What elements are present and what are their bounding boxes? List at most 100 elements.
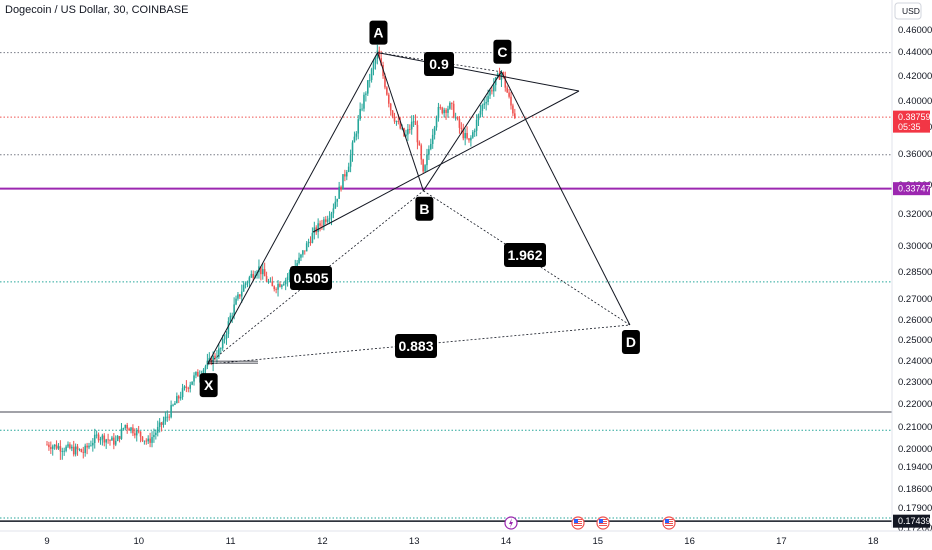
candle-body: [462, 128, 465, 139]
ab-leg: [377, 52, 424, 191]
candle-body: [416, 124, 419, 143]
candle-body: [267, 281, 270, 283]
candle-body: [300, 254, 302, 258]
candle-body: [269, 281, 272, 283]
last-price-tag-text: 0.38759: [898, 112, 931, 122]
candle-body: [50, 447, 52, 449]
candle-body: [468, 138, 470, 141]
candle-body: [504, 76, 507, 88]
candle-body: [99, 439, 102, 441]
time-axis[interactable]: 9 10 11 12 13 14 15 16 17 18: [0, 516, 932, 547]
candle-body: [391, 110, 394, 118]
candle-body: [273, 286, 276, 290]
purple-level-tag-bg: [893, 182, 930, 196]
price-tick-label: 0.30000: [898, 241, 932, 252]
candle-body: [189, 384, 192, 389]
ratio-label-ac-text: 0.9: [429, 56, 449, 72]
candle-body: [433, 127, 436, 135]
candle-body: [237, 294, 239, 299]
us-flag-icon[interactable]: [571, 516, 585, 530]
candle-body: [105, 439, 107, 443]
candle-body: [135, 430, 138, 436]
candle-body: [82, 451, 85, 453]
candle-body: [134, 433, 136, 436]
candle-body: [240, 291, 243, 297]
ratio-label-xd-bg: [395, 334, 437, 358]
time-tick-label: 13: [409, 536, 420, 547]
price-tick-label: 0.27000: [898, 294, 932, 305]
candle-body: [202, 369, 205, 375]
candle-body: [63, 450, 65, 452]
candle-body: [69, 444, 71, 449]
candle-body: [365, 93, 367, 95]
horizontal-levels: [0, 52, 892, 522]
candle-body: [46, 444, 48, 446]
candle-body: [160, 422, 163, 425]
point-label-c-text: C: [497, 44, 507, 60]
ratio-label-bd-bg: [504, 243, 546, 267]
candle-body: [380, 58, 382, 65]
candle-body: [431, 134, 434, 144]
ac-ratio-line: [377, 52, 502, 73]
candle-body: [195, 372, 197, 376]
candle-body: [340, 186, 342, 190]
lightning-icon[interactable]: [504, 516, 518, 530]
point-label-a-text: A: [373, 25, 383, 41]
candle-body: [126, 424, 128, 429]
candle-body: [288, 272, 291, 277]
candle-body: [506, 87, 508, 93]
price-axis[interactable]: 0.460000.440000.420000.400000.380000.360…: [891, 0, 932, 534]
currency-button[interactable]: USD: [894, 2, 922, 20]
price-tick-label: 0.20000: [898, 444, 932, 455]
candle-body: [489, 90, 491, 96]
time-tick-label: 11: [226, 536, 236, 547]
candle-body: [389, 103, 392, 111]
candle-body: [225, 334, 228, 339]
candle-body: [118, 436, 121, 439]
candle-body: [479, 110, 482, 115]
candle-body: [55, 444, 58, 449]
candle-body: [483, 103, 486, 105]
candle-body: [384, 76, 386, 88]
ratio-label-ac: 0.9: [424, 52, 454, 76]
candle-body: [407, 129, 409, 135]
candle-body: [418, 142, 421, 146]
us-flag-icon[interactable]: [596, 516, 610, 530]
candle-body: [298, 257, 300, 264]
candle-body: [472, 132, 474, 138]
wedge-lower-line: [312, 90, 580, 233]
candle-body: [181, 388, 184, 398]
candle-body: [164, 416, 167, 422]
candle-body: [166, 416, 169, 418]
candle-body: [244, 283, 247, 285]
candle-body: [246, 282, 249, 284]
candle-body: [65, 446, 67, 451]
ratio-label-bd-text: 1.962: [507, 247, 542, 263]
candle-body: [502, 72, 505, 77]
candle-body: [168, 416, 171, 418]
candle-body: [231, 315, 234, 317]
candle-body: [275, 289, 277, 290]
candle-body: [368, 79, 371, 81]
candle-body: [227, 321, 230, 335]
candle-body: [307, 241, 310, 244]
flag-stripe: [574, 523, 582, 524]
currency-label: USD: [902, 6, 920, 16]
ratio-label-xd-text: 0.883: [398, 338, 433, 354]
candle-body: [72, 446, 75, 455]
purple-level-tag: 0.33747: [893, 182, 931, 196]
us-flag-icon[interactable]: [662, 516, 676, 530]
candle-body: [277, 283, 279, 290]
candle-body: [386, 87, 388, 95]
point-label-b-text: B: [419, 201, 429, 217]
flag-stripe: [574, 525, 582, 526]
candle-body: [185, 386, 188, 388]
candle-body: [48, 444, 50, 448]
time-tick-label: 17: [776, 536, 787, 547]
price-tick-label: 0.22000: [898, 399, 932, 410]
candle-body: [349, 154, 352, 167]
candle-body: [493, 85, 495, 92]
candle-body: [132, 427, 134, 434]
